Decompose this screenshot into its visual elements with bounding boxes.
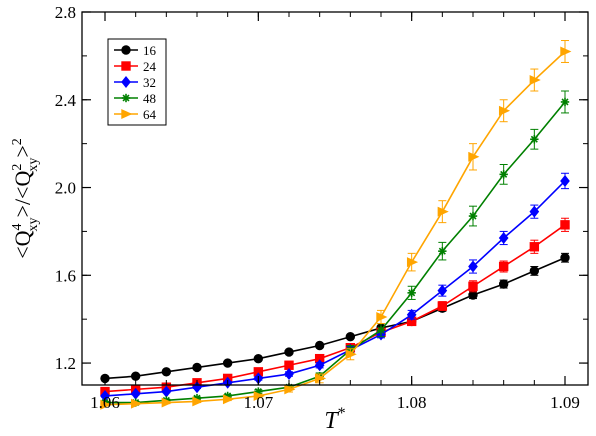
plot-frame: [81, 11, 589, 386]
data-point: [222, 394, 235, 405]
data-point: [192, 396, 204, 407]
legend-label: 64: [143, 107, 157, 122]
y-tick-label: 2.0: [55, 179, 76, 198]
legend-label: 48: [143, 91, 156, 106]
y-tick-label: 2.4: [55, 91, 77, 110]
data-point: [130, 371, 141, 381]
data-point: [560, 174, 570, 187]
data-point: [376, 312, 388, 322]
data-point: [468, 260, 478, 273]
series-line: [104, 180, 566, 397]
data-point: [560, 46, 572, 57]
legend-entry: 64: [114, 107, 157, 122]
legend-label: 16: [143, 43, 157, 58]
data-point: [498, 279, 509, 289]
data-point: [498, 261, 509, 272]
data-point: [438, 246, 447, 256]
data-point: [499, 170, 508, 179]
data-point: [529, 242, 540, 252]
data-point: [498, 231, 509, 244]
y-tick-label: 1.2: [55, 354, 76, 373]
data-point: [314, 359, 325, 372]
data-point: [407, 288, 416, 298]
data-point: [284, 384, 296, 395]
legend-entry: 16: [114, 43, 157, 58]
x-axis-title-main: T: [324, 408, 339, 434]
legend-marker: [121, 76, 131, 88]
data-point: [560, 253, 570, 263]
data-point: [468, 281, 478, 291]
data-point: [345, 349, 357, 360]
data-point: [437, 301, 448, 311]
legend-marker: [121, 109, 133, 119]
data-point: [130, 398, 143, 409]
x-axis-title: T*: [324, 405, 345, 434]
series-48: [100, 90, 570, 407]
data-point: [253, 353, 264, 364]
series-64: [100, 40, 572, 410]
data-point: [498, 105, 511, 116]
legend-marker: [121, 61, 131, 71]
y-axis-title: <Q4xy>/<Q2xy>2: [10, 138, 41, 259]
data-point: [529, 75, 541, 85]
x-axis-title-sup: *: [338, 405, 346, 422]
data-point: [437, 284, 448, 297]
x-tick-label: 1.08: [397, 393, 427, 412]
y-tick-label: 2.8: [55, 3, 76, 22]
x-tick-label: 1.06: [90, 393, 120, 412]
data-point: [406, 308, 417, 321]
legend-entry: 32: [114, 75, 156, 90]
series-line: [104, 257, 566, 380]
data-point: [161, 367, 172, 377]
legend-label: 32: [143, 75, 156, 90]
legend-marker: [121, 93, 131, 103]
data-point: [560, 220, 570, 230]
data-point: [253, 390, 265, 401]
data-point: [314, 340, 325, 351]
data-point: [406, 257, 419, 268]
data-point: [284, 368, 294, 381]
data-point: [222, 358, 233, 368]
data-point: [468, 151, 480, 162]
data-point: [100, 399, 112, 410]
x-tick-label: 1.07: [243, 393, 273, 412]
legend-marker: [121, 45, 131, 55]
data-point: [529, 266, 540, 276]
data-point: [192, 362, 202, 373]
data-point: [468, 211, 478, 221]
axis-ticks: 1.06 1.07 1.08 1.09 1.2 1.6 2.0 2.4 2.8: [55, 3, 588, 412]
series-line: [104, 50, 566, 406]
data-point: [530, 135, 539, 144]
data-point: [284, 347, 294, 357]
y-tick-label: 1.6: [55, 266, 76, 285]
data-point: [376, 325, 386, 335]
data-point: [560, 97, 570, 107]
data-point: [345, 332, 356, 342]
series-24: [100, 217, 570, 397]
x-tick-label: 1.09: [550, 393, 580, 412]
data-point: [161, 397, 173, 408]
data-point: [437, 206, 449, 217]
data-point: [314, 373, 327, 384]
legend-entry: 24: [114, 59, 157, 74]
legend-label: 24: [143, 59, 157, 74]
series-layer: [100, 40, 572, 410]
series-line: [105, 101, 566, 404]
data-point: [529, 205, 540, 218]
legend-entry: 48: [114, 91, 156, 106]
